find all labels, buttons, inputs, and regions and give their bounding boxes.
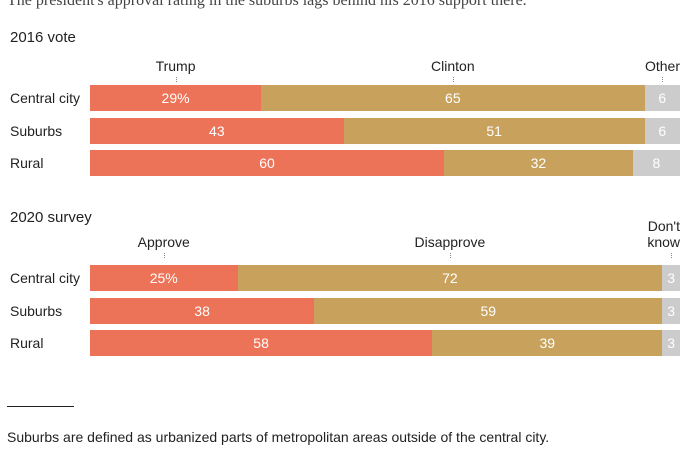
footnote: Suburbs are defined as urbanized parts o… bbox=[7, 429, 550, 445]
value-label: 58 bbox=[253, 335, 269, 351]
value-label: 3 bbox=[667, 270, 676, 286]
value-label: 43 bbox=[209, 123, 225, 139]
value-label: 8 bbox=[652, 155, 661, 171]
legend-tick bbox=[449, 253, 451, 258]
value-label: 3 bbox=[667, 303, 676, 319]
value-label: 51 bbox=[486, 123, 502, 139]
value-label: 60 bbox=[259, 155, 275, 171]
category-label: Rural bbox=[10, 335, 44, 351]
legend-label: Trump bbox=[155, 58, 196, 74]
value-label: 38 bbox=[194, 303, 210, 319]
bar-segment bbox=[90, 118, 344, 144]
bar-segment bbox=[662, 265, 680, 291]
category-label: Central city bbox=[10, 270, 81, 286]
legend-tick bbox=[671, 253, 673, 258]
bar-segment bbox=[237, 265, 663, 291]
legend-label: Approve bbox=[137, 234, 190, 250]
bar-segment bbox=[90, 330, 433, 356]
value-label: 59 bbox=[480, 303, 497, 319]
divider bbox=[7, 406, 74, 407]
value-label: 32 bbox=[530, 155, 547, 171]
value-label: 72 bbox=[442, 270, 458, 286]
value-label: 25% bbox=[149, 270, 178, 286]
bar-segment bbox=[632, 150, 680, 176]
bar-segment bbox=[644, 118, 680, 144]
subtitle: The president's approval rating in the s… bbox=[7, 0, 527, 9]
chart-title: 2020 survey bbox=[10, 209, 92, 226]
legend-tick bbox=[452, 77, 454, 82]
legend-label: Disapprove bbox=[414, 234, 486, 250]
bar-segment bbox=[644, 85, 680, 111]
legend-label: Clinton bbox=[431, 58, 475, 74]
legend-label: Other bbox=[644, 58, 680, 74]
category-label: Rural bbox=[10, 155, 44, 171]
bar-segment bbox=[662, 330, 680, 356]
bar-segment bbox=[444, 150, 633, 176]
value-label: 65 bbox=[445, 90, 461, 106]
bar-segment bbox=[90, 265, 238, 291]
bar-segment bbox=[343, 118, 645, 144]
value-label: 29% bbox=[161, 90, 190, 106]
legend-tick bbox=[662, 77, 664, 82]
bar-segment bbox=[314, 298, 663, 324]
bar-segment bbox=[90, 85, 262, 111]
bar-segment bbox=[432, 330, 663, 356]
legend-tick bbox=[175, 77, 177, 82]
category-label: Suburbs bbox=[10, 303, 63, 319]
bar-segment bbox=[261, 85, 645, 111]
bar-segment bbox=[90, 298, 315, 324]
value-label: 6 bbox=[658, 123, 667, 139]
value-label: 39 bbox=[539, 335, 556, 351]
bar-segment bbox=[90, 150, 444, 176]
legend-tick bbox=[163, 253, 165, 258]
chart-title: 2016 vote bbox=[10, 29, 76, 46]
value-label: 3 bbox=[667, 335, 676, 351]
bar-segment bbox=[662, 298, 680, 324]
category-label: Central city bbox=[10, 90, 81, 106]
value-label: 6 bbox=[658, 90, 667, 106]
legend-label: Don't know bbox=[647, 218, 680, 250]
category-label: Suburbs bbox=[10, 123, 63, 139]
